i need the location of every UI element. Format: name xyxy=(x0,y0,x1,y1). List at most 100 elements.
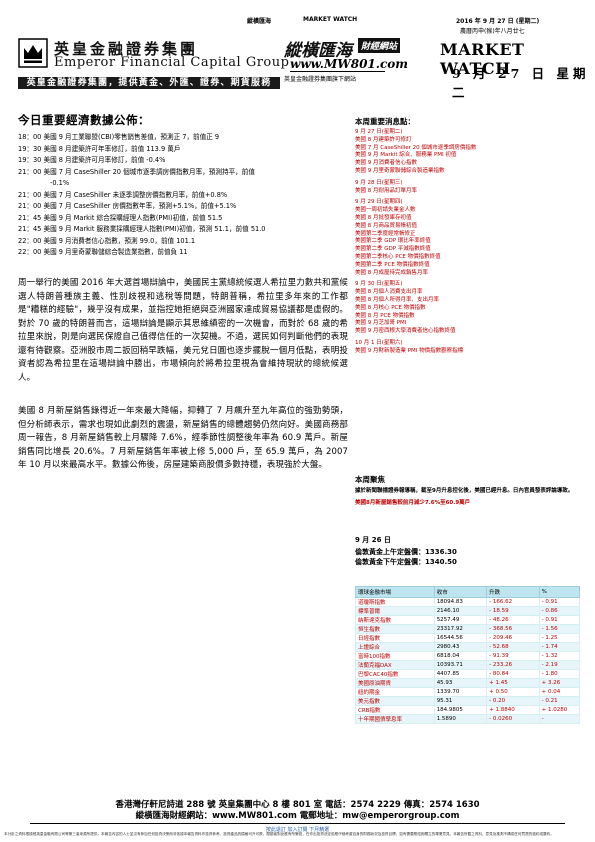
table-row: 恒生指數 23317.92- 368.56- 1.56 xyxy=(355,624,581,634)
market-name-cell: 巴黎CAC40指數 xyxy=(355,669,435,679)
percent-cell: - 0.21 xyxy=(538,696,581,706)
column-header: 升跌 xyxy=(486,586,540,598)
change-cell: - 52.68 xyxy=(486,642,540,652)
table-row: 十年期國債孳息率 1.5890- 0.0260- xyxy=(355,714,581,724)
market-name-cell: 美國原油期貨 xyxy=(355,678,435,688)
website-url[interactable]: www.MW801.com xyxy=(290,57,408,71)
percent-cell: - 1.32 xyxy=(538,651,581,661)
economic-data-title: 今日重要經濟數據公佈： xyxy=(18,113,150,127)
market-watch-small: MARKET WATCH xyxy=(303,16,358,23)
percent-cell: - 0.91 xyxy=(538,597,581,607)
news-item: 美國 9 月密西根大學消費者信心指數終值 xyxy=(355,328,456,335)
table-row: 紐約期金 1339.70 + 0.50 + 0.04 xyxy=(355,687,581,697)
crown-emblem-icon xyxy=(18,38,48,68)
list-item: 21：00 美國 7 月 CaseShiller 20 個城市逐季調房價指數月率… xyxy=(18,167,255,176)
footer-contact: 縱橫匯海財經網站：www.MW801.com 電郵地址：mw@emperorgr… xyxy=(135,811,460,821)
website-logo[interactable]: 縱橫匯海 財經網站 www.MW801.com 英皇金融證券集團旗下網站 xyxy=(284,36,414,83)
percent-cell: + 0.04 xyxy=(538,687,581,697)
table-body: 道瓊斯指數 18094.83- 166.62- 0.91 標準普爾 2146.10- … xyxy=(355,597,581,724)
change-cell: - 0.0260 xyxy=(486,714,540,724)
change-cell: - 166.62 xyxy=(486,597,540,607)
article-paragraph-home-sales: 美國 8 月新屋銷售錄得近一年來最大降幅，抑轉了 7 月飆升至九年高位的強勁勢頭… xyxy=(18,406,348,470)
market-name-cell: 十年期國債孳息率 xyxy=(355,714,435,724)
news-group-date: 10 月 1 日(星期六) xyxy=(355,339,403,346)
news-item: 美國 8 月個人消費支出月率 xyxy=(355,289,423,296)
article-paragraph-election: 周一舉行的美國 2016 年大選首場辯論中，美國民主黨總統候選人希拉里力數共和黨… xyxy=(18,278,348,383)
news-group: 9 月 29 日(星期四) 美國一周初請失業金人數 美國 8 月批發庫存初值 美… xyxy=(355,199,580,277)
weekly-focus-title: 本周聚焦 xyxy=(355,475,385,484)
column-header: % xyxy=(538,586,581,598)
close-cell: 5257.49 xyxy=(433,615,488,625)
gold-pm-fixing: 倫敦黃金下午定盤價：1340.50 xyxy=(355,558,457,566)
percent-cell: - xyxy=(538,714,581,724)
change-cell: - 91.39 xyxy=(486,651,540,661)
page-title: MARKET WATCH xyxy=(440,40,525,78)
close-cell: 2146.10 xyxy=(433,606,488,616)
percent-cell: - 1.74 xyxy=(538,642,581,652)
news-item: 美國 9 月里奇蒙聯儲綜合製造業指數 xyxy=(355,167,445,174)
gold-am-fixing: 倫敦黃金上午定盤價：1336.30 xyxy=(355,548,457,556)
list-item: 18：00 美國 9 月工業聯盟(CBI)零售銷售差值，預測正 7，前值正 9 xyxy=(18,133,220,141)
change-cell: - 0.20 xyxy=(486,696,540,706)
global-markets-table: 環球金融市場 收市 升跌 % 道瓊斯指數 18094.83- 166.62- 0.… xyxy=(355,586,581,724)
weekly-news-section: 本周重要消息點： 9 月 27 日(星期二) 美國 8 月建築許可修訂 美國 7… xyxy=(355,116,580,360)
footer-subscription-links[interactable]: 按此退訂 加入訂閱 下月精選 xyxy=(265,827,330,833)
news-group: 9 月 30 日(星期五) 美國 8 月個人消費支出月率 美國 8 月個人所得月… xyxy=(355,281,580,336)
change-cell: + 1.45 xyxy=(486,678,540,688)
news-item: 美國 9 月 Markit 綜合、服務業 PMI 初值 xyxy=(355,152,457,159)
news-item: 美國 8 月核心 PCE 物價指數 xyxy=(355,304,426,311)
news-item: 美國 7 月 CaseShiller 20 個城市逐季調房價指數 xyxy=(355,144,477,151)
percent-cell: - 1.25 xyxy=(538,633,581,643)
percent-cell: - 1.56 xyxy=(538,624,581,634)
close-cell: 6818.04 xyxy=(433,651,488,661)
market-name-cell: 恒生指數 xyxy=(355,624,435,634)
table-row: 上證綜合 2980.43- 52.68- 1.74 xyxy=(355,642,581,652)
news-item: 美國 8 月個人所得月率、支出月率 xyxy=(355,296,439,303)
page-date: 9 月 27 日 星期二 xyxy=(452,66,590,100)
news-group-date: 9 月 29 日(星期四) xyxy=(355,199,403,206)
economic-data-list: 18：00 美國 9 月工業聯盟(CBI)零售銷售差值，預測正 7，前值正 9 … xyxy=(18,132,344,259)
news-group-date: 9 月 27 日(星期二) xyxy=(355,129,403,135)
news-item: 美國第二季 GDP 平減指數終值 xyxy=(355,246,431,253)
disclaimer: 本分析之資料根據經英皇金融有限公司等第三者來源所提供，本報告內容的人士並沒有參加… xyxy=(4,832,554,836)
slogan-bar: 英皇金融證券集團，提供黃金、外匯、證券、期貨服務 xyxy=(18,77,280,89)
change-cell: - 18.59 xyxy=(486,606,540,616)
close-cell: 10393.71 xyxy=(433,660,488,670)
market-name-cell: 納斯達克指數 xyxy=(355,615,435,625)
list-item: 21：45 美國 9 月 Markit 服務業採購經理人指數(PMI)初值，預測… xyxy=(18,225,266,233)
logo-chinese-name: 英皇金融證券集團 xyxy=(54,40,199,58)
list-item: 19：30 美國 8 月建築許可月率修訂，前值 -0.4% xyxy=(18,156,166,164)
news-item: 美國 9 月消費者信心指數 xyxy=(355,160,417,167)
percent-cell: + 3.26 xyxy=(538,678,581,688)
focus-text: 據於新聞聯播證券報導稱，截至9月升息控化後，美國已經升息。日內官員發表評論導致。 xyxy=(355,488,574,494)
change-cell: - 209.46 xyxy=(486,633,540,643)
footer: 香港灣仔軒尼詩道 288 號 英皇集團中心 8 樓 801 室 電話：2574 … xyxy=(0,800,595,822)
table-row: 美國原油期貨 45.93 + 1.45 + 3.26 xyxy=(355,678,581,688)
emperor-logo: 英皇金融證券集團 Emperor Financial Capital Group xyxy=(18,34,293,90)
percent-cell: - 0.86 xyxy=(538,606,581,616)
economic-data-section: 今日重要經濟數據公佈： 18：00 美國 9 月工業聯盟(CBI)零售銷售差值，… xyxy=(18,112,344,258)
change-cell: - 80.84 xyxy=(486,669,540,679)
list-item: 22：00 美國 9 月消費者信心指數，預測 99.0，前值 101.1 xyxy=(18,236,196,245)
news-item: 美國 8 月商品貿易帳初值 xyxy=(355,222,417,229)
column-header: 收市 xyxy=(433,586,488,598)
change-cell: + 0.50 xyxy=(486,687,540,697)
website-logo-tag: 財經網站 xyxy=(358,38,401,53)
focus-highlight: 美國8月新屋銷售較前月減少7.6%至60.9萬戶 xyxy=(355,500,471,506)
list-item: 21：00 美國 7 月 CaseShiller 房價指數年率，預測+5.1%，… xyxy=(18,202,237,210)
news-item: 美國第二季 PCE 物價指數終值 xyxy=(355,261,430,268)
market-name-cell: 標準普爾 xyxy=(355,606,435,616)
close-cell: 45.93 xyxy=(433,678,488,688)
news-item: 美國 8 月耐用品訂單月率 xyxy=(355,187,417,194)
percent-cell: - 2.19 xyxy=(538,660,581,670)
close-cell: 1.5890 xyxy=(433,714,488,724)
table-header-row: 環球金融市場 收市 升跌 % xyxy=(355,586,581,598)
percent-cell: - 1.80 xyxy=(538,669,581,679)
logo-english-name: Emperor Financial Capital Group xyxy=(54,55,290,70)
news-item: 美國第二季 GDP 環比年率終值 xyxy=(355,238,431,245)
table-row: 美元指數 95.31- 0.20- 0.21 xyxy=(355,696,581,706)
weekly-news-title: 本周重要消息點： xyxy=(355,117,415,126)
percent-cell: + 1.0280 xyxy=(538,705,581,715)
market-name-cell: 法蘭克福DAX xyxy=(355,660,435,670)
list-item: 19：30 美國 8 月建築許可年率修訂，前值 113.9 萬戶 xyxy=(18,144,181,153)
